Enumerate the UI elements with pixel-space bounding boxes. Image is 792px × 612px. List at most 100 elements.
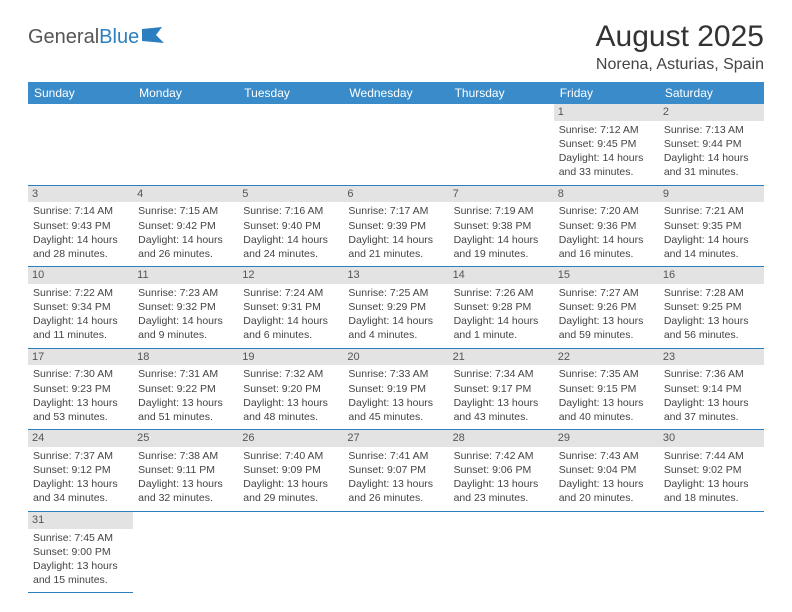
day-cell: 8Sunrise: 7:20 AMSunset: 9:36 PMDaylight… xyxy=(554,185,659,267)
day-cell: 11Sunrise: 7:23 AMSunset: 9:32 PMDayligh… xyxy=(133,267,238,349)
day-number: 9 xyxy=(659,186,764,203)
month-title: August 2025 xyxy=(596,20,764,54)
day-header: Saturday xyxy=(659,82,764,104)
calendar-body: 1Sunrise: 7:12 AMSunset: 9:45 PMDaylight… xyxy=(28,104,764,593)
day-header: Tuesday xyxy=(238,82,343,104)
day-cell: 23Sunrise: 7:36 AMSunset: 9:14 PMDayligh… xyxy=(659,348,764,430)
daylight-line: Daylight: 14 hours and 19 minutes. xyxy=(454,233,549,261)
day-header: Friday xyxy=(554,82,659,104)
day-number: 24 xyxy=(28,430,133,447)
sunrise-line: Sunrise: 7:28 AM xyxy=(664,286,759,300)
calendar-row: 17Sunrise: 7:30 AMSunset: 9:23 PMDayligh… xyxy=(28,348,764,430)
daylight-line: Daylight: 14 hours and 16 minutes. xyxy=(559,233,654,261)
sunset-line: Sunset: 9:12 PM xyxy=(33,463,128,477)
day-number: 6 xyxy=(343,186,448,203)
sunrise-line: Sunrise: 7:13 AM xyxy=(664,123,759,137)
logo-text-blue: Blue xyxy=(99,26,139,49)
sunset-line: Sunset: 9:32 PM xyxy=(138,300,233,314)
day-number: 27 xyxy=(343,430,448,447)
day-number: 16 xyxy=(659,267,764,284)
sunrise-line: Sunrise: 7:38 AM xyxy=(138,449,233,463)
daylight-line: Daylight: 13 hours and 56 minutes. xyxy=(664,314,759,342)
day-number: 22 xyxy=(554,349,659,366)
day-cell: 25Sunrise: 7:38 AMSunset: 9:11 PMDayligh… xyxy=(133,430,238,512)
day-number: 3 xyxy=(28,186,133,203)
daylight-line: Daylight: 14 hours and 14 minutes. xyxy=(664,233,759,261)
sunset-line: Sunset: 9:44 PM xyxy=(664,137,759,151)
sunrise-line: Sunrise: 7:40 AM xyxy=(243,449,338,463)
calendar-row: 10Sunrise: 7:22 AMSunset: 9:34 PMDayligh… xyxy=(28,267,764,349)
day-header: Sunday xyxy=(28,82,133,104)
day-cell: 22Sunrise: 7:35 AMSunset: 9:15 PMDayligh… xyxy=(554,348,659,430)
location: Norena, Asturias, Spain xyxy=(596,56,764,74)
daylight-line: Daylight: 13 hours and 48 minutes. xyxy=(243,396,338,424)
day-number: 30 xyxy=(659,430,764,447)
calendar-row: 31Sunrise: 7:45 AMSunset: 9:00 PMDayligh… xyxy=(28,511,764,593)
daylight-line: Daylight: 13 hours and 20 minutes. xyxy=(559,477,654,505)
daylight-line: Daylight: 13 hours and 53 minutes. xyxy=(33,396,128,424)
daylight-line: Daylight: 13 hours and 43 minutes. xyxy=(454,396,549,424)
day-number: 11 xyxy=(133,267,238,284)
sunrise-line: Sunrise: 7:44 AM xyxy=(664,449,759,463)
daylight-line: Daylight: 14 hours and 28 minutes. xyxy=(33,233,128,261)
sunrise-line: Sunrise: 7:20 AM xyxy=(559,204,654,218)
day-cell: 17Sunrise: 7:30 AMSunset: 9:23 PMDayligh… xyxy=(28,348,133,430)
day-cell: 5Sunrise: 7:16 AMSunset: 9:40 PMDaylight… xyxy=(238,185,343,267)
day-number: 21 xyxy=(449,349,554,366)
day-number: 29 xyxy=(554,430,659,447)
empty-cell xyxy=(449,511,554,593)
day-number: 4 xyxy=(133,186,238,203)
sunrise-line: Sunrise: 7:12 AM xyxy=(559,123,654,137)
sunrise-line: Sunrise: 7:32 AM xyxy=(243,367,338,381)
sunset-line: Sunset: 9:25 PM xyxy=(664,300,759,314)
page-header: GeneralBlue August 2025 Norena, Asturias… xyxy=(28,20,764,74)
day-number: 20 xyxy=(343,349,448,366)
sunset-line: Sunset: 9:22 PM xyxy=(138,382,233,396)
sunrise-line: Sunrise: 7:30 AM xyxy=(33,367,128,381)
empty-cell xyxy=(343,511,448,593)
day-number: 31 xyxy=(28,512,133,529)
daylight-line: Daylight: 13 hours and 40 minutes. xyxy=(559,396,654,424)
sunset-line: Sunset: 9:02 PM xyxy=(664,463,759,477)
daylight-line: Daylight: 13 hours and 51 minutes. xyxy=(138,396,233,424)
sunrise-line: Sunrise: 7:25 AM xyxy=(348,286,443,300)
sunset-line: Sunset: 9:19 PM xyxy=(348,382,443,396)
sunset-line: Sunset: 9:40 PM xyxy=(243,219,338,233)
logo: GeneralBlue xyxy=(28,26,164,49)
calendar-row: 3Sunrise: 7:14 AMSunset: 9:43 PMDaylight… xyxy=(28,185,764,267)
day-number: 25 xyxy=(133,430,238,447)
daylight-line: Daylight: 13 hours and 29 minutes. xyxy=(243,477,338,505)
title-block: August 2025 Norena, Asturias, Spain xyxy=(596,20,764,74)
day-number: 7 xyxy=(449,186,554,203)
daylight-line: Daylight: 13 hours and 23 minutes. xyxy=(454,477,549,505)
sunrise-line: Sunrise: 7:26 AM xyxy=(454,286,549,300)
daylight-line: Daylight: 14 hours and 11 minutes. xyxy=(33,314,128,342)
empty-cell xyxy=(449,104,554,185)
calendar-row: 1Sunrise: 7:12 AMSunset: 9:45 PMDaylight… xyxy=(28,104,764,185)
day-header: Monday xyxy=(133,82,238,104)
sunrise-line: Sunrise: 7:24 AM xyxy=(243,286,338,300)
sunset-line: Sunset: 9:00 PM xyxy=(33,545,128,559)
sunset-line: Sunset: 9:07 PM xyxy=(348,463,443,477)
sunrise-line: Sunrise: 7:37 AM xyxy=(33,449,128,463)
sunrise-line: Sunrise: 7:41 AM xyxy=(348,449,443,463)
sunset-line: Sunset: 9:15 PM xyxy=(559,382,654,396)
sunset-line: Sunset: 9:11 PM xyxy=(138,463,233,477)
day-cell: 6Sunrise: 7:17 AMSunset: 9:39 PMDaylight… xyxy=(343,185,448,267)
calendar-table: SundayMondayTuesdayWednesdayThursdayFrid… xyxy=(28,82,764,593)
day-number: 10 xyxy=(28,267,133,284)
day-cell: 1Sunrise: 7:12 AMSunset: 9:45 PMDaylight… xyxy=(554,104,659,185)
sunset-line: Sunset: 9:14 PM xyxy=(664,382,759,396)
day-cell: 10Sunrise: 7:22 AMSunset: 9:34 PMDayligh… xyxy=(28,267,133,349)
day-cell: 4Sunrise: 7:15 AMSunset: 9:42 PMDaylight… xyxy=(133,185,238,267)
sunset-line: Sunset: 9:23 PM xyxy=(33,382,128,396)
empty-cell xyxy=(133,104,238,185)
daylight-line: Daylight: 14 hours and 26 minutes. xyxy=(138,233,233,261)
daylight-line: Daylight: 14 hours and 1 minute. xyxy=(454,314,549,342)
day-number: 18 xyxy=(133,349,238,366)
day-number: 28 xyxy=(449,430,554,447)
day-number: 12 xyxy=(238,267,343,284)
day-cell: 19Sunrise: 7:32 AMSunset: 9:20 PMDayligh… xyxy=(238,348,343,430)
day-number: 23 xyxy=(659,349,764,366)
sunrise-line: Sunrise: 7:14 AM xyxy=(33,204,128,218)
